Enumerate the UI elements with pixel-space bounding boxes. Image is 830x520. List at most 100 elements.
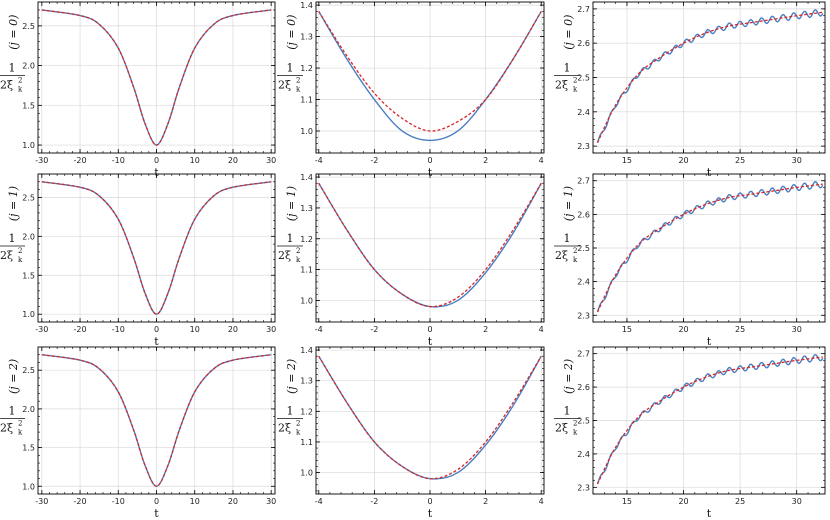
y-tick-label: 2.7 [577, 350, 590, 359]
row-label: (j = 1) [562, 186, 575, 221]
x-axis-label: t [154, 166, 159, 179]
plot-frame [315, 173, 545, 323]
x-tick-label: 0 [427, 156, 432, 165]
x-axis-label: t [154, 507, 159, 520]
x-tick-label: 4 [539, 156, 544, 165]
y-axis-label: 1 2ξ k2 [277, 232, 303, 264]
y-axis-label: 1 2ξ k2 [0, 232, 25, 264]
row-label: (j = 2) [7, 359, 20, 394]
x-tick-label: 4 [539, 497, 544, 506]
y-label-superscript: 2 [573, 77, 577, 85]
plot-frame [37, 173, 276, 323]
y-label-numerator: 1 [564, 405, 571, 418]
y-tick-label: 1.0 [300, 296, 313, 305]
x-axis-label: t [428, 507, 433, 520]
y-label-subscript: k [573, 429, 578, 437]
x-tick-label: -20 [74, 156, 87, 165]
y-tick-label: 2.5 [577, 74, 590, 83]
y-label-superscript: 2 [573, 420, 577, 428]
x-tick-label: 25 [735, 325, 745, 334]
x-tick-label: 30 [792, 497, 802, 506]
y-label-subscript: k [573, 256, 578, 264]
y-tick-label: 1.1 [300, 266, 313, 275]
x-tick-label: -4 [315, 325, 323, 334]
y-label-numerator: 1 [9, 62, 16, 75]
y-tick-label: 2.3 [577, 311, 590, 320]
x-tick-label: 20 [678, 497, 688, 506]
panel-r2-c2: 15 20 25 30 2.3 2.4 2.5 2.6 2.7 t 1 2ξ k2 (j = 2) [554, 346, 826, 520]
y-tick-label: 2.7 [577, 177, 590, 186]
x-axis-label: t [428, 166, 433, 179]
row-label: (j = 2) [562, 359, 575, 394]
series-line-approx [318, 182, 542, 308]
x-tick-label: 0 [427, 497, 432, 506]
plot-area [41, 9, 272, 146]
y-tick-label: 2.3 [577, 483, 590, 492]
x-tick-label: 30 [266, 325, 276, 334]
y-tick-label: 1.0 [22, 310, 35, 319]
plot-area [318, 11, 542, 142]
y-tick-label: 1.3 [300, 204, 313, 213]
x-axis-label: t [707, 507, 712, 520]
y-label-numerator: 1 [287, 62, 294, 75]
y-axis-label: 1 2ξ k2 [554, 62, 580, 94]
plot-frame [315, 1, 545, 154]
x-tick-label: 20 [228, 325, 238, 334]
y-label-superscript: 2 [296, 77, 300, 85]
x-tick-label: 15 [622, 325, 632, 334]
series-line-approx [41, 354, 272, 487]
y-label-denominator: 2ξ [0, 79, 13, 92]
y-tick-label: 1.0 [300, 127, 313, 136]
y-label-subscript: k [573, 86, 578, 94]
row-label: (j = 0) [562, 15, 575, 50]
x-tick-label: -10 [112, 497, 125, 506]
y-label-denominator: 2ξ [0, 422, 13, 435]
x-axis-label: t [707, 166, 712, 179]
row-label: (j = 1) [7, 186, 20, 221]
plot-frame [592, 1, 826, 154]
x-tick-label: -2 [370, 325, 378, 334]
y-tick-label: 2.6 [577, 383, 590, 392]
y-tick-label: 1.4 [300, 346, 313, 355]
y-label-superscript: 2 [18, 420, 22, 428]
x-tick-label: -10 [112, 325, 125, 334]
x-tick-label: 15 [622, 156, 632, 165]
x-tick-label: 30 [792, 325, 802, 334]
plot-area [41, 354, 272, 487]
y-label-subscript: k [18, 256, 23, 264]
y-tick-label: 2.5 [577, 244, 590, 253]
x-tick-label: 30 [266, 156, 276, 165]
y-label-numerator: 1 [9, 232, 16, 245]
y-tick-label: 1.0 [22, 141, 35, 150]
y-label-numerator: 1 [287, 232, 294, 245]
x-tick-label: -2 [370, 156, 378, 165]
y-tick-label: 1.5 [22, 444, 35, 453]
x-tick-label: -4 [315, 156, 323, 165]
y-tick-label: 2.4 [577, 450, 590, 459]
panel-r1-c2: 15 20 25 30 2.3 2.4 2.5 2.6 2.7 t 1 2ξ k2 (j = 1) [554, 173, 826, 348]
x-tick-label: -30 [35, 156, 48, 165]
series-line-exact [596, 353, 824, 485]
y-tick-label: 1.3 [300, 33, 313, 42]
y-label-numerator: 1 [564, 232, 571, 245]
x-tick-label: 4 [539, 325, 544, 334]
y-label-subscript: k [296, 86, 301, 94]
y-tick-label: 2.7 [577, 5, 590, 14]
x-tick-label: 15 [622, 497, 632, 506]
y-label-superscript: 2 [18, 247, 22, 255]
y-tick-label: 2.4 [577, 278, 590, 287]
x-tick-label: 10 [190, 325, 200, 334]
y-tick-label: 2.5 [22, 22, 35, 31]
plot-frame [315, 346, 545, 495]
x-tick-label: -20 [74, 325, 87, 334]
row-label: (j = 0) [285, 15, 298, 50]
plot-area [318, 182, 542, 308]
y-tick-label: 1.1 [300, 96, 313, 105]
y-label-superscript: 2 [296, 247, 300, 255]
y-tick-label: 2.0 [22, 405, 35, 414]
x-tick-label: 0 [154, 497, 159, 506]
y-tick-label: 1.4 [300, 1, 313, 10]
